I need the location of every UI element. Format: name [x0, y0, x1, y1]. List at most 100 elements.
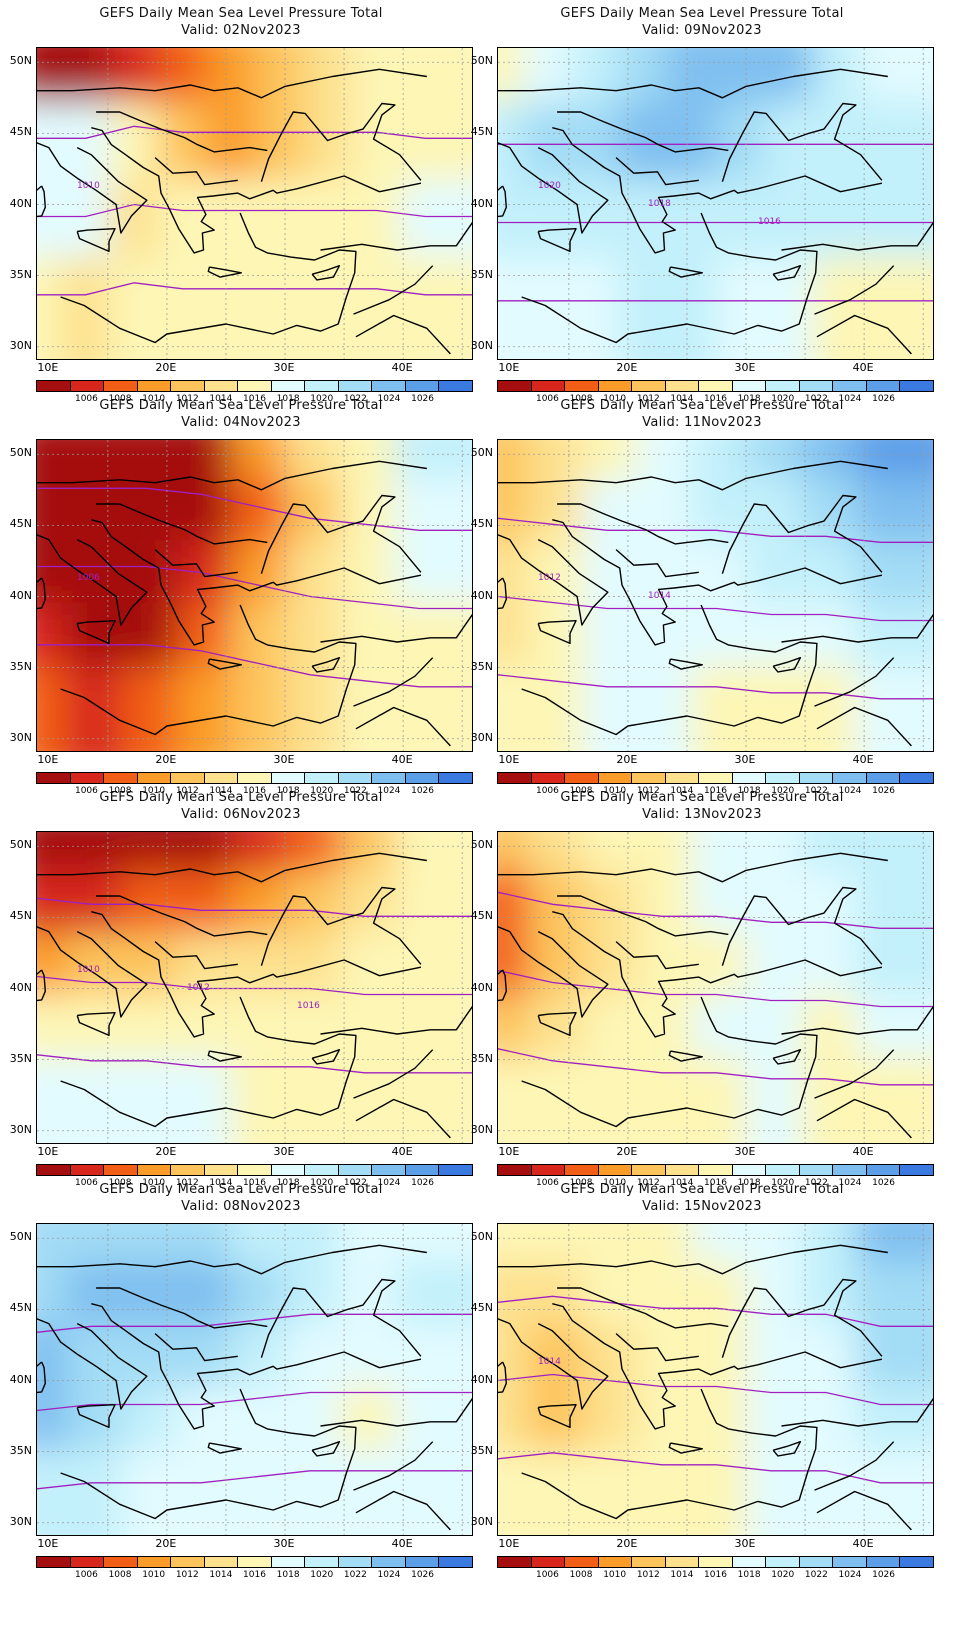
coastline [37, 1361, 46, 1394]
isobar [37, 1470, 472, 1490]
map-panel: GEFS Daily Mean Sea Level Pressure Total… [461, 392, 943, 802]
coastline [498, 852, 888, 883]
colorbar [36, 772, 473, 784]
colorbar-swatch [698, 773, 732, 783]
colorbar-label: 1020 [771, 1570, 795, 1580]
isobar-lines [37, 897, 472, 1074]
colorbar-label: 1012 [175, 786, 199, 796]
colorbar-label: 1026 [872, 1178, 896, 1188]
colorbar-swatch [170, 1557, 204, 1567]
colorbar-swatch [631, 1165, 665, 1175]
coastline [521, 212, 818, 344]
lat-tick-label: 35N [470, 1443, 493, 1457]
coastline [37, 185, 46, 218]
panel-title: GEFS Daily Mean Sea Level Pressure Total… [461, 397, 943, 431]
colorbar-label: 1014 [670, 786, 694, 796]
colorbar-swatch [664, 773, 699, 783]
lat-tick-label: 40N [470, 588, 493, 602]
contour-label: 1014 [538, 1357, 561, 1367]
coastline [207, 658, 242, 670]
colorbar-label: 1010 [142, 1178, 166, 1188]
lon-tick-label: 20E [155, 1537, 177, 1550]
colorbar-swatch [270, 1557, 305, 1567]
isobar [498, 517, 933, 543]
lat-tick-label: 45N [470, 1301, 493, 1315]
colorbar-swatch [103, 381, 137, 391]
coastline [96, 1287, 268, 1329]
coastline [668, 1050, 703, 1062]
lat-tick-label: 40N [470, 980, 493, 994]
coastline [521, 996, 818, 1128]
coastline [96, 895, 268, 937]
lon-tick-label: 40E [391, 1537, 413, 1550]
colorbar-swatch [899, 773, 933, 783]
colorbar-swatch [664, 1557, 699, 1567]
coastline [498, 185, 507, 218]
pressure-map: 1014 [497, 1223, 934, 1536]
colorbar-swatch [170, 381, 204, 391]
coastline [615, 549, 699, 578]
panel-valid-date: Valid: 11Nov2023 [642, 415, 762, 430]
colorbar-swatch [170, 1165, 204, 1175]
colorbar-swatch [631, 773, 665, 783]
contour-label: 1020 [538, 181, 561, 191]
colorbar-label: 1022 [343, 786, 367, 796]
coastline [154, 157, 238, 186]
lon-tick-label: 30E [273, 753, 295, 766]
coastline [154, 941, 238, 970]
coastline [37, 1318, 148, 1410]
coastlines [498, 68, 933, 355]
lon-tick-label: 30E [734, 361, 756, 374]
coastline [814, 265, 895, 315]
colorbar-swatch [530, 1165, 565, 1175]
lat-tick-label: 35N [9, 659, 32, 673]
lat-tick-label: 50N [470, 446, 493, 460]
colorbar-label: 1010 [603, 1570, 627, 1580]
colorbar-label: 1008 [108, 1178, 132, 1188]
lat-tick-label: 50N [470, 838, 493, 852]
lon-tick-label: 30E [273, 1537, 295, 1550]
panel-title-text: GEFS Daily Mean Sea Level Pressure Total [99, 6, 383, 21]
coastline [721, 102, 883, 182]
coastline [260, 1278, 422, 1358]
colorbar-swatch [371, 381, 405, 391]
pressure-field [37, 48, 472, 359]
coastline [320, 1005, 472, 1035]
lon-tick-label: 20E [155, 1145, 177, 1158]
colorbar-swatch [304, 773, 338, 783]
colorbar-label: 1010 [142, 786, 166, 796]
coastline [60, 1388, 357, 1520]
colorbar-label: 1008 [569, 394, 593, 404]
coastlines [37, 1244, 472, 1531]
coastline [311, 1049, 341, 1065]
coastline [207, 1442, 242, 1454]
lon-tick-label: 20E [616, 753, 638, 766]
colorbar-label: 1006 [74, 786, 98, 796]
colorbar-swatch [203, 381, 238, 391]
colorbar-label: 1022 [343, 394, 367, 404]
coastline [260, 494, 422, 574]
coastline [353, 1049, 434, 1099]
coastline [60, 996, 357, 1128]
lon-tick-label: 30E [273, 361, 295, 374]
colorbar-label: 1022 [343, 1570, 367, 1580]
colorbar-swatch [899, 381, 933, 391]
coastline [320, 1397, 472, 1427]
map-svg: 1010 1012 1016 [37, 832, 472, 1143]
colorbar [497, 380, 934, 392]
coastline [320, 613, 472, 643]
colorbar-label: 1010 [603, 1178, 627, 1188]
colorbar-label: 1010 [603, 786, 627, 796]
coastline [37, 1244, 427, 1275]
map-svg: 1006 [37, 440, 472, 751]
colorbar-swatch [664, 1165, 699, 1175]
colorbar-label: 1014 [209, 1570, 233, 1580]
lat-tick-label: 50N [9, 446, 32, 460]
colorbar-label: 1020 [771, 786, 795, 796]
lon-tick-label: 30E [734, 1537, 756, 1550]
colorbar [497, 772, 934, 784]
lon-tick-label: 10E [498, 1145, 520, 1158]
colorbar-label: 1024 [377, 1178, 401, 1188]
colorbar-label: 1020 [310, 1178, 334, 1188]
coastline [552, 1303, 883, 1430]
